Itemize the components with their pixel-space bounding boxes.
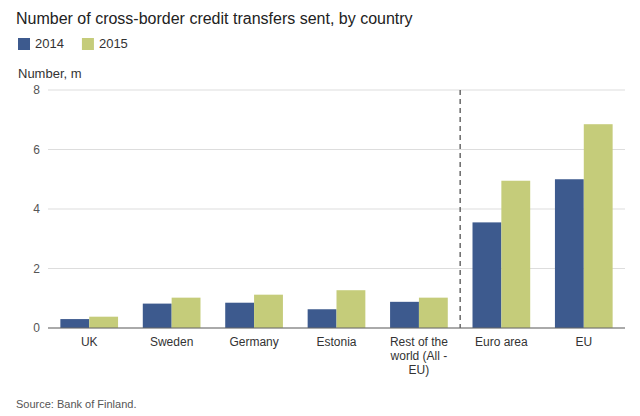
bar (584, 124, 613, 328)
y-tick-label: 2 (33, 262, 40, 276)
y-tick-label: 4 (33, 202, 40, 216)
title: Number of cross-border credit transfers … (16, 10, 413, 27)
legend-label: 2015 (99, 36, 128, 51)
bar (60, 319, 89, 328)
bar (254, 295, 283, 328)
x-tick-label: Estonia (316, 335, 356, 349)
legend-swatch (18, 38, 30, 50)
x-tick-label-line: EU (575, 335, 592, 349)
bar (308, 309, 337, 328)
bar (473, 222, 502, 328)
bar (390, 302, 419, 328)
divider-line (460, 90, 461, 328)
bar (501, 181, 530, 328)
y-tick-label: 6 (33, 143, 40, 157)
x-tick-label: Germany (229, 335, 278, 349)
bar (337, 290, 366, 328)
x-tick-label-line: Estonia (316, 335, 356, 349)
grid-line (48, 209, 625, 210)
grid-line (48, 268, 625, 269)
x-tick-label-line: EU) (409, 363, 430, 377)
x-tick-label-line: UK (81, 335, 98, 349)
x-axis-line (48, 328, 625, 329)
bars (60, 124, 612, 328)
grid-line (48, 149, 625, 150)
x-tick-label-line: Sweden (150, 335, 193, 349)
bar (172, 298, 201, 328)
x-tick-label: UK (81, 335, 98, 349)
x-tick-label: EU (575, 335, 592, 349)
y-tick-label: 0 (33, 321, 40, 335)
x-tick-label-line: world (All - (390, 349, 448, 363)
x-tick-label-line: Germany (229, 335, 278, 349)
bar (419, 298, 448, 328)
grid-line (48, 328, 625, 329)
chart-svg: Number of cross-border credit transfers … (0, 0, 640, 416)
legend-swatch (82, 38, 94, 50)
grid-line (48, 90, 625, 91)
x-tick-label: Rest of theworld (All -EU) (390, 335, 449, 377)
bar (143, 304, 172, 328)
bar (225, 303, 254, 328)
x-tick-label: Euro area (475, 335, 528, 349)
legend-label: 2014 (35, 36, 64, 51)
bar (89, 317, 118, 328)
y-tick-label: 8 (33, 83, 40, 97)
chart-container: Number of cross-border credit transfers … (0, 0, 640, 416)
x-tick-label: Sweden (150, 335, 193, 349)
bar (555, 179, 584, 328)
y-axis-label: Number, m (18, 66, 82, 81)
x-tick-label-line: Rest of the (390, 335, 448, 349)
source: Source: Bank of Finland. (16, 398, 136, 410)
x-tick-label-line: Euro area (475, 335, 528, 349)
